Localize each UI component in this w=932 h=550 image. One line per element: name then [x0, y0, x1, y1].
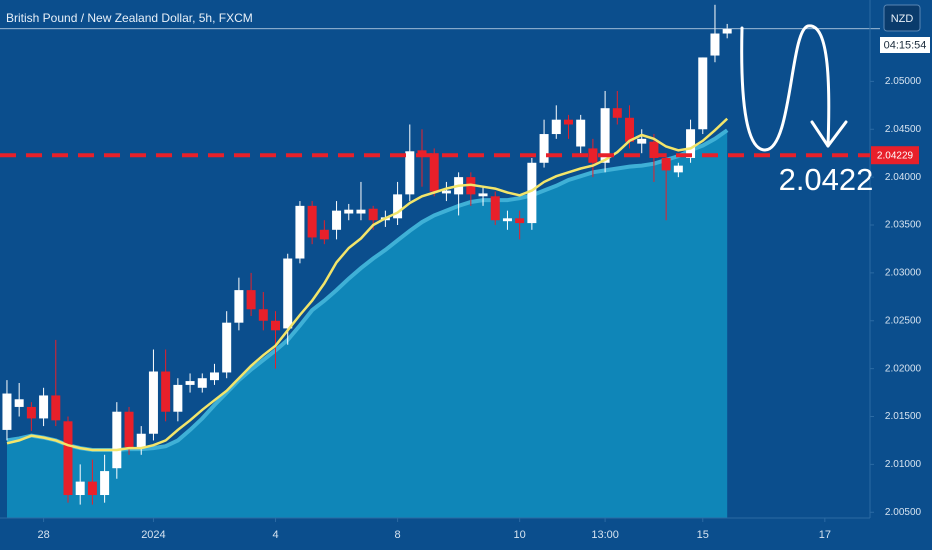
moving-average [6, 117, 729, 452]
candle-body [698, 57, 708, 130]
x-tick-label: 10 [514, 529, 526, 541]
y-tick-label: 2.01000 [885, 459, 922, 470]
candle-body [197, 378, 207, 388]
candle-body [39, 395, 49, 419]
candle-body [551, 119, 561, 135]
candle-body [710, 33, 720, 56]
candle-body [637, 138, 647, 144]
plot-area [0, 4, 880, 518]
candle-body [100, 471, 110, 496]
annotation-text: 2.0422 [779, 162, 874, 197]
candle-body [87, 481, 97, 496]
candle-body [173, 384, 183, 412]
x-tick-label: 2024 [141, 529, 165, 541]
candle-body [612, 108, 622, 118]
candle-body [344, 209, 354, 214]
candle-body [576, 119, 586, 147]
x-tick-label: 15 [697, 529, 709, 541]
candle-body [75, 481, 85, 496]
candle-body [393, 194, 403, 219]
y-tick-label: 2.04000 [885, 172, 922, 183]
candle-body [161, 371, 171, 412]
annotation-arrowhead [810, 120, 848, 148]
candle-body [246, 290, 256, 310]
candle-body [417, 150, 427, 156]
chart-title: British Pound / New Zealand Dollar, 5h, … [6, 11, 253, 25]
x-tick-label: 28 [37, 529, 49, 541]
candle-body [722, 28, 732, 34]
candle-body [661, 157, 671, 171]
candle-body [441, 190, 451, 194]
candle-body [527, 162, 537, 224]
area-fill [7, 130, 728, 518]
candle-body [625, 117, 635, 142]
candle-body [185, 381, 195, 385]
candle-body [51, 395, 61, 421]
candle-body [14, 399, 24, 407]
level-tag-label: 2.04229 [877, 150, 914, 161]
candle-body [271, 320, 281, 331]
candle-body [319, 229, 329, 240]
currency-label[interactable]: NZD [891, 13, 914, 25]
candle-body [307, 205, 317, 238]
annotation-arrow [740, 24, 831, 152]
candle-body [490, 196, 500, 221]
candle-body [2, 393, 12, 430]
candle-body [332, 210, 342, 230]
x-tick-label: 4 [272, 529, 278, 541]
candle-body [295, 205, 305, 259]
candle-body [368, 208, 378, 221]
candle-body [588, 148, 598, 163]
x-tick-label: 13:00 [591, 529, 619, 541]
x-tick-label: 17 [819, 529, 831, 541]
candle-body [283, 258, 293, 329]
candle-body [112, 411, 122, 469]
candle-body [600, 108, 610, 163]
y-tick-label: 2.01500 [885, 411, 922, 422]
candle-body [63, 421, 73, 496]
candle-body [148, 371, 158, 434]
candle-body [258, 309, 268, 321]
candle-body [502, 218, 512, 222]
y-tick-label: 2.03500 [885, 220, 922, 231]
candle-body [429, 153, 439, 192]
y-tick-label: 2.03000 [885, 268, 922, 279]
y-tick-label: 2.05000 [885, 76, 922, 87]
candle-body [405, 151, 415, 195]
y-tick-label: 2.02500 [885, 315, 922, 326]
y-tick-label: 2.02000 [885, 363, 922, 374]
countdown-box [880, 37, 930, 53]
candle-body [222, 322, 232, 373]
candle-body [649, 141, 659, 158]
candle-body [136, 433, 146, 448]
candle-body [356, 209, 366, 214]
candle-body [686, 129, 696, 158]
countdown: 04:15:54 [884, 39, 927, 51]
candle-body [234, 290, 244, 323]
x-tick-label: 8 [395, 529, 401, 541]
currency-button[interactable] [883, 4, 921, 32]
candle-body [673, 165, 683, 173]
candle-body [563, 119, 573, 125]
candle-body [124, 411, 134, 448]
candle-body [26, 406, 36, 419]
candle-body [209, 372, 219, 381]
candle-body [515, 218, 525, 224]
y-tick-label: 2.00500 [885, 507, 922, 518]
level-tag [871, 146, 919, 165]
candle-body [539, 134, 549, 163]
candle-body [478, 193, 488, 197]
y-tick-label: 2.04500 [885, 124, 922, 135]
